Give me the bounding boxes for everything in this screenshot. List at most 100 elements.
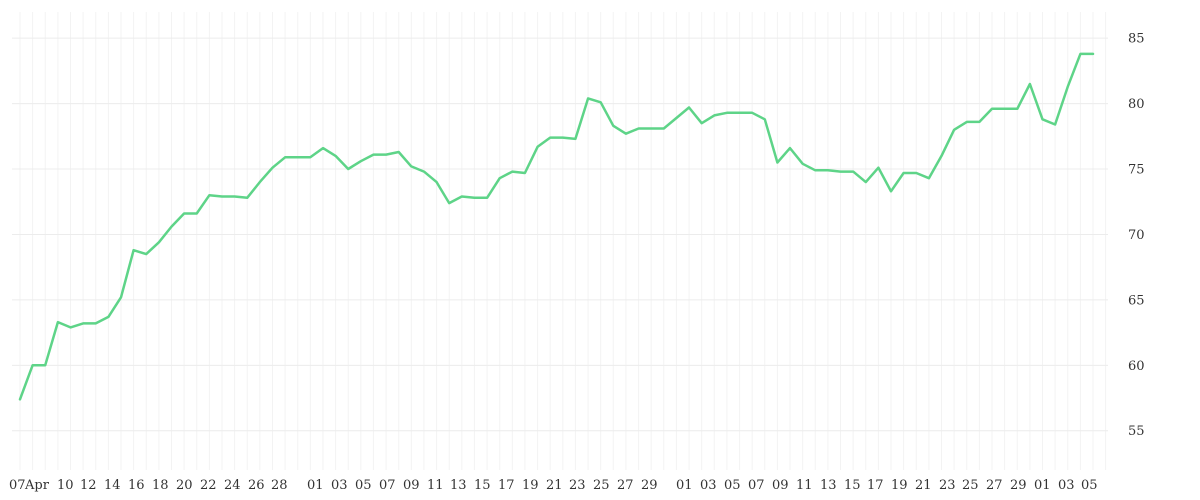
x-tick-label: 01 (1034, 478, 1051, 493)
data-point (372, 153, 374, 155)
data-point (663, 127, 665, 129)
x-tick-label: 11 (796, 478, 813, 493)
data-point (839, 170, 841, 172)
x-tick-label: 07 (9, 478, 26, 493)
data-point (259, 181, 261, 183)
data-point (297, 156, 299, 158)
x-tick-label: 03 (331, 478, 348, 493)
data-point (145, 253, 147, 255)
x-tick-label: 16 (128, 478, 145, 493)
x-tick-label: 09 (403, 478, 420, 493)
x-tick-label: 17 (867, 478, 884, 493)
series-line (18, 52, 1095, 401)
data-point (183, 212, 185, 214)
data-point (928, 177, 930, 179)
data-point (549, 136, 551, 138)
x-tick-label: 24 (224, 478, 241, 493)
data-point (360, 160, 362, 162)
data-point (499, 177, 501, 179)
x-tick-label: 01 (676, 478, 693, 493)
data-point (612, 125, 614, 127)
data-point (107, 316, 109, 318)
data-point (385, 153, 387, 155)
data-point (625, 133, 627, 135)
data-point (890, 190, 892, 192)
x-tick-label: 20 (176, 478, 193, 493)
data-point (233, 195, 235, 197)
x-tick-label: 15 (844, 478, 861, 493)
x-tick-label: 17 (498, 478, 515, 493)
x-tick-label: 27 (617, 478, 634, 493)
data-point (1041, 118, 1043, 120)
x-tick-label: 21 (915, 478, 932, 493)
data-point (1003, 108, 1005, 110)
y-tick-label: 65 (1128, 293, 1145, 308)
x-tick-label: 15 (474, 478, 491, 493)
data-point (789, 147, 791, 149)
x-tick-label: 25 (593, 478, 610, 493)
data-point (44, 364, 46, 366)
x-tick-label: 07 (379, 478, 396, 493)
data-point (701, 122, 703, 124)
x-tick-label: 14 (104, 478, 121, 493)
data-point (208, 194, 210, 196)
data-point (650, 127, 652, 129)
data-point (726, 112, 728, 114)
data-point (486, 197, 488, 199)
data-point (347, 168, 349, 170)
y-axis: 55 60 65 70 75 80 85 (1128, 32, 1145, 440)
x-tick-label: 29 (641, 478, 658, 493)
data-point (877, 167, 879, 169)
x-tick-label: 09 (772, 478, 789, 493)
x-tick-label: 22 (200, 478, 217, 493)
x-tick-label: Apr (24, 478, 50, 493)
data-point (802, 163, 804, 165)
vertical-grid (19, 12, 1107, 470)
data-point (865, 181, 867, 183)
data-point (940, 155, 942, 157)
data-point (95, 322, 97, 324)
data-point (511, 170, 513, 172)
data-point (688, 106, 690, 108)
data-point (57, 321, 59, 323)
data-point (852, 170, 854, 172)
data-point (1054, 123, 1056, 125)
x-tick-label: 28 (271, 478, 288, 493)
data-point (309, 156, 311, 158)
data-point (524, 172, 526, 174)
data-point (1029, 83, 1031, 85)
x-tick-label: 05 (355, 478, 372, 493)
y-tick-label: 80 (1128, 97, 1145, 112)
y-tick-label: 75 (1128, 163, 1145, 178)
data-point (1067, 85, 1069, 87)
y-tick-label: 60 (1128, 359, 1145, 374)
data-point (120, 296, 122, 298)
data-point (1079, 53, 1081, 55)
data-point (600, 101, 602, 103)
horizontal-grid (12, 37, 1108, 432)
data-point (536, 146, 538, 148)
data-point (966, 121, 968, 123)
x-tick-label: 11 (427, 478, 444, 493)
data-point (827, 169, 829, 171)
data-point (776, 161, 778, 163)
x-tick-label: 19 (522, 478, 539, 493)
data-point (271, 167, 273, 169)
data-point (713, 114, 715, 116)
data-point (978, 121, 980, 123)
data-point (158, 241, 160, 243)
x-tick-label: 05 (724, 478, 741, 493)
data-point (322, 147, 324, 149)
data-point (764, 118, 766, 120)
data-point (1092, 53, 1094, 55)
data-point (82, 322, 84, 324)
data-point (334, 155, 336, 157)
data-point (19, 398, 21, 400)
x-tick-label: 05 (1081, 478, 1098, 493)
data-point (435, 181, 437, 183)
data-point (196, 212, 198, 214)
data-point (587, 97, 589, 99)
data-point (953, 129, 955, 131)
